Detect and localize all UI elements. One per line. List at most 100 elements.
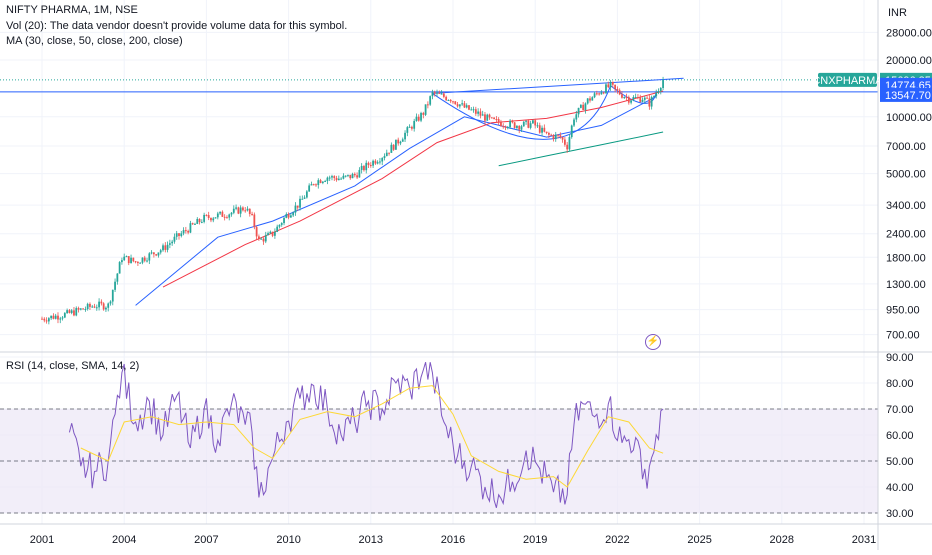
candle-body	[299, 198, 301, 208]
candle-body	[449, 100, 452, 102]
candle-body	[116, 273, 119, 282]
candle-body	[248, 208, 251, 214]
candle-body	[383, 156, 386, 159]
candle-body	[415, 116, 418, 121]
candle-body	[305, 191, 308, 198]
candle-body	[289, 215, 292, 218]
candle-body	[369, 164, 372, 166]
candle-body	[591, 97, 594, 101]
rsi-label[interactable]: RSI (14, close, SMA, 14, 2)	[6, 360, 140, 372]
rsi-tick-label: 90.00	[886, 352, 914, 364]
candle-body	[171, 241, 174, 244]
candle-body	[178, 233, 180, 236]
candle-body	[194, 223, 196, 225]
candle-body	[561, 137, 564, 140]
candle-body	[262, 238, 265, 242]
candle-body	[308, 185, 311, 192]
candle-body	[541, 127, 543, 133]
candle-body	[625, 97, 628, 99]
candle-body	[563, 139, 566, 145]
candle-body	[47, 318, 50, 322]
candle-body	[100, 301, 103, 304]
candle-body	[137, 262, 139, 264]
level2-text: 13547.70	[885, 90, 931, 102]
candle-body	[518, 125, 521, 130]
candle-body	[552, 135, 555, 140]
candle-body	[166, 244, 169, 250]
candle-body	[493, 117, 495, 120]
drawings[interactable]	[0, 77, 878, 140]
candle-body	[577, 107, 580, 115]
candle-body	[267, 233, 269, 236]
lightning-icon[interactable]: ⚡	[645, 334, 661, 350]
candle-body	[566, 144, 569, 150]
candle-body	[397, 139, 400, 144]
candle-body	[340, 178, 343, 180]
candle-body	[634, 97, 637, 99]
candle-body	[374, 160, 377, 164]
candle-body	[390, 144, 393, 153]
candle-body	[319, 180, 322, 183]
candle-body	[237, 207, 240, 214]
candle-body	[356, 175, 358, 178]
candle-body	[632, 97, 635, 101]
candle-body	[472, 109, 475, 111]
time-tick-label: 2022	[605, 534, 629, 546]
candle-body	[486, 114, 489, 121]
candle-body	[230, 212, 233, 215]
candle-body	[283, 217, 285, 224]
candle-body	[456, 104, 459, 107]
candle-body	[73, 310, 75, 316]
candle-body	[344, 175, 347, 177]
rsi-tick-label: 70.00	[886, 404, 914, 416]
ma-label[interactable]: MA (30, close, 50, close, 200, close)	[6, 35, 183, 47]
candle-body	[93, 306, 96, 308]
candle-body	[529, 123, 532, 128]
moving-averages	[135, 90, 664, 306]
ma-30-line	[135, 96, 657, 306]
candle-body	[630, 100, 632, 103]
candle-body	[331, 176, 333, 178]
candle-body	[442, 93, 445, 97]
candle-body	[543, 127, 546, 132]
candle-body	[408, 126, 411, 128]
candle-body	[79, 308, 82, 310]
candle-body	[534, 120, 537, 126]
candle-body	[452, 101, 454, 103]
candle-body	[57, 315, 59, 320]
ma-200-line	[498, 131, 664, 167]
candle-body	[511, 120, 514, 123]
candle-body	[205, 214, 208, 216]
candle-body	[431, 91, 434, 97]
candle-body	[504, 126, 507, 128]
candle-body	[132, 257, 135, 262]
symbol-title[interactable]: NIFTY PHARMA, 1M, NSE	[6, 4, 138, 16]
candle-body	[659, 88, 662, 92]
candle-body	[520, 126, 523, 130]
ma-50-line	[162, 90, 664, 288]
candle-body	[246, 208, 249, 211]
candle-body	[310, 184, 313, 186]
candle-body	[242, 207, 244, 211]
candle-body	[436, 92, 438, 94]
candle-body	[226, 217, 228, 219]
candle-body	[536, 125, 539, 127]
candle-body	[244, 210, 247, 212]
candle-body	[315, 184, 317, 186]
time-tick-label: 2025	[687, 534, 711, 546]
candle-body	[292, 212, 295, 216]
time-tick-label: 2007	[194, 534, 218, 546]
candle-body	[445, 96, 448, 101]
candle-body	[372, 160, 374, 166]
candle-body	[550, 134, 553, 136]
candle-body	[474, 109, 477, 114]
candle-body	[111, 289, 114, 302]
candle-body	[317, 180, 320, 186]
currency-label[interactable]: INR	[888, 7, 907, 19]
candle-body	[125, 256, 128, 258]
candle-body	[424, 104, 427, 115]
